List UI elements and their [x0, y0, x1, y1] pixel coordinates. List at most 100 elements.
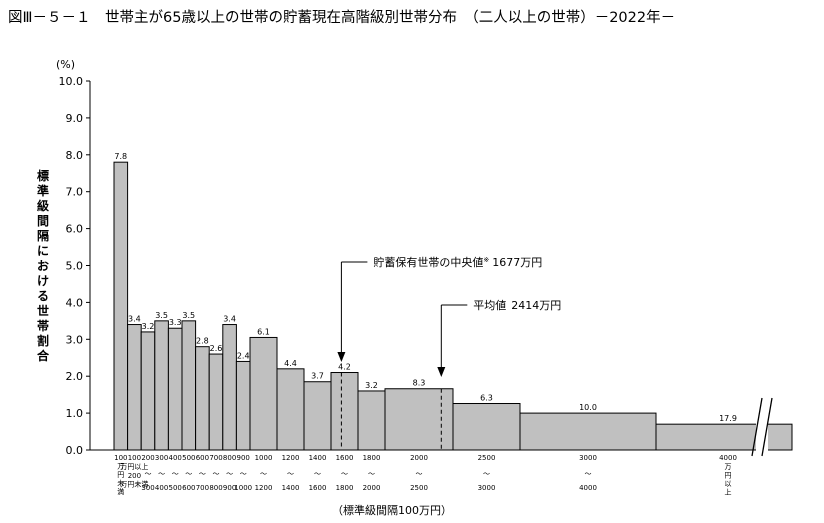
y-tick-label: 6.0: [66, 223, 84, 236]
svg-text:満: 満: [117, 488, 124, 496]
svg-text:万円以上: 万円以上: [120, 462, 148, 471]
median-annotation: 貯蓄保有世帯の中央値※ 1677万円: [373, 255, 542, 269]
x-category-label: 3000 〜 4000: [579, 454, 597, 492]
y-axis-label-char: 合: [37, 348, 50, 363]
bar-data-label: 3.2: [142, 322, 155, 331]
bar: [330, 372, 359, 451]
bar: [249, 336, 278, 451]
svg-text:200: 200: [128, 472, 141, 480]
bar: [303, 381, 332, 451]
bar: [195, 346, 210, 451]
x-category-label: 2500 〜 3000: [478, 454, 496, 492]
x-category-label: 200 〜 300: [141, 454, 154, 492]
bar: [167, 327, 183, 451]
bar-data-label: 2.4: [237, 351, 250, 360]
svg-text:万: 万: [117, 463, 124, 471]
page-title: 図Ⅲ－５－１ 世帯主が65歳以上の世帯の貯蓄現在高階級別世帯分布 （二人以上の世…: [8, 10, 676, 26]
svg-text:円: 円: [725, 472, 732, 480]
svg-text:500: 500: [169, 484, 182, 492]
bar: [140, 331, 156, 451]
bar-data-label: 2.8: [196, 337, 209, 346]
svg-text:600: 600: [196, 454, 209, 462]
median-arrow-head: [337, 352, 346, 362]
svg-text:〜: 〜: [368, 470, 375, 478]
svg-text:100: 100: [128, 454, 141, 462]
y-axis-label-char: に: [37, 244, 49, 258]
svg-text:〜: 〜: [185, 470, 192, 478]
svg-text:100: 100: [114, 454, 127, 462]
bar: [235, 360, 251, 451]
svg-text:1800: 1800: [363, 454, 381, 462]
svg-text:上: 上: [725, 488, 732, 497]
svg-text:〜: 〜: [172, 470, 179, 478]
bar: [208, 353, 224, 451]
bar-data-label: 3.3: [169, 318, 182, 327]
x-axis-title: （標準級間隔100万円）: [332, 503, 452, 517]
x-category-label: 1800 〜 2000: [363, 454, 381, 492]
bar-data-label: 7.8: [114, 152, 127, 161]
svg-text:4000: 4000: [719, 454, 737, 462]
svg-text:2000: 2000: [363, 484, 381, 492]
svg-text:4000: 4000: [579, 484, 597, 492]
y-axis-label-char: け: [37, 274, 49, 288]
svg-text:300: 300: [155, 454, 168, 462]
bar-data-label: 3.5: [182, 311, 195, 320]
bar: [127, 324, 142, 451]
mean-annotation: 平均値 2414万円: [473, 299, 561, 312]
bar-data-label: 10.0: [579, 403, 597, 412]
svg-text:1400: 1400: [309, 454, 327, 462]
bar-data-label: 3.4: [223, 315, 236, 324]
x-category-label: 2000 〜 2500: [410, 454, 428, 492]
x-category-label: 700 〜 800: [209, 454, 222, 492]
x-category-label: 1200 〜 1400: [282, 454, 300, 492]
y-tick-label: 7.0: [66, 186, 84, 199]
svg-text:1600: 1600: [336, 454, 354, 462]
svg-text:〜: 〜: [240, 470, 247, 478]
svg-text:2500: 2500: [478, 454, 496, 462]
y-tick-label: 2.0: [66, 370, 84, 383]
svg-text:〜: 〜: [483, 470, 490, 478]
y-axis-label-char: 隔: [37, 228, 49, 243]
svg-text:1000: 1000: [255, 454, 273, 462]
x-category-label: 400 〜 500: [169, 454, 182, 492]
svg-text:2500: 2500: [410, 484, 428, 492]
svg-text:400: 400: [169, 454, 182, 462]
x-category-label: 1400 〜 1600: [309, 454, 327, 492]
bar: [154, 320, 169, 451]
x-category-label: 500 〜 600: [182, 454, 195, 492]
bar-data-label: 17.9: [719, 414, 737, 423]
svg-text:〜: 〜: [314, 470, 321, 478]
x-category-label: 1600 〜 1800: [336, 454, 354, 492]
bar-data-label: 3.2: [365, 381, 378, 390]
bar: [181, 320, 197, 451]
x-labels: 100万円未満100万円以上200万円未満200〜300300〜400400〜5…: [114, 454, 737, 497]
y-tick-label: 0.0: [66, 444, 84, 457]
axis-break-mark: [761, 397, 773, 457]
bar-data-label: 4.2: [338, 363, 351, 372]
y-tick-label: 8.0: [66, 149, 84, 162]
bar-data-label: 3.5: [155, 311, 168, 320]
bars: 7.83.43.23.53.33.52.82.63.42.46.14.43.74…: [113, 152, 793, 457]
svg-text:万円未満: 万円未満: [120, 480, 148, 489]
svg-text:800: 800: [209, 484, 222, 492]
svg-text:〜: 〜: [260, 470, 267, 478]
x-category-label: 800 〜 900: [223, 454, 236, 492]
svg-text:1800: 1800: [336, 484, 354, 492]
svg-text:3000: 3000: [478, 484, 496, 492]
bar: [655, 423, 793, 451]
bar: [384, 388, 454, 451]
x-category-label: 900 〜 1000: [234, 454, 252, 492]
svg-text:円: 円: [117, 471, 124, 479]
y-axis-label-char: 級: [37, 198, 49, 213]
y-axis-label-char: 準: [37, 183, 49, 198]
y-tick-label: 4.0: [66, 296, 84, 309]
y-axis-unit: (%): [56, 58, 75, 71]
svg-text:800: 800: [223, 454, 236, 462]
mean-arrow-head: [437, 367, 446, 377]
svg-text:〜: 〜: [145, 470, 152, 478]
svg-text:1200: 1200: [255, 484, 273, 492]
